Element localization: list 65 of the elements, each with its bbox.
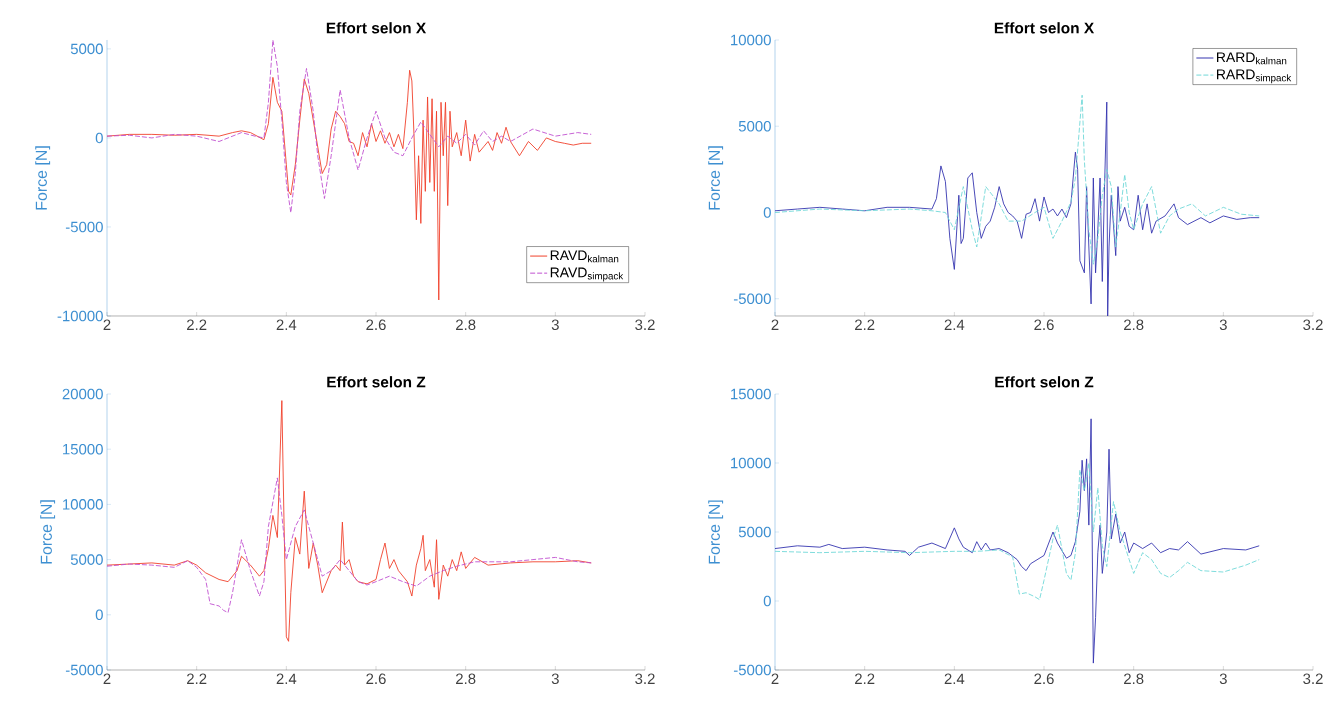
line-series	[775, 101, 1260, 316]
y-axis-title: Force [N]	[40, 500, 56, 564]
x-tick-label: 2.6	[1034, 673, 1054, 685]
legend-label: RARD$_{simpack}$	[1217, 69, 1292, 84]
x-tick-label: 3.2	[1303, 673, 1323, 685]
x-tick-label: 2.4	[944, 673, 965, 684]
x-tick-label: 3	[1219, 319, 1227, 331]
x-tick-label: 2.8	[1124, 319, 1144, 331]
y-tick-label: 5000	[70, 554, 103, 565]
x-tick-label: 3.2	[635, 673, 655, 685]
x-tick-label: 2.4	[276, 673, 297, 684]
y-tick-label: -5000	[733, 664, 771, 676]
y-tick-label: 0	[95, 609, 103, 621]
x-tick-label: 2.8	[1124, 673, 1144, 685]
legend-label: RARD$_{kalman}$	[1217, 52, 1287, 65]
y-axis-title: Force [N]	[708, 146, 724, 210]
y-tick-label: 15000	[63, 443, 103, 455]
y-tick-label: -5000	[65, 221, 103, 233]
y-tick-label: 15000	[731, 388, 771, 400]
y-tick-label: 20000	[62, 388, 103, 400]
line-series	[775, 462, 1260, 601]
y-tick-label: 5000	[70, 43, 103, 55]
y-tick-label: 0	[95, 132, 103, 144]
y-tick-label: 10000	[63, 499, 103, 510]
chart-title: Effort selon X	[326, 22, 427, 34]
x-tick-label: 2.2	[855, 673, 875, 684]
y-tick-label: 0	[763, 595, 771, 607]
x-tick-label: 3	[551, 319, 559, 331]
chart-title: Effort selon X	[994, 22, 1095, 34]
x-tick-label: 3	[1219, 673, 1227, 685]
x-tick-label: 3	[551, 673, 559, 685]
x-tick-label: 3.2	[1303, 319, 1323, 331]
y-tick-label: 5000	[738, 526, 771, 538]
y-tick-label: 10000	[731, 457, 771, 469]
y-axis-title: Force [N]	[708, 500, 724, 564]
line-series	[107, 39, 592, 214]
x-tick-label: 2	[771, 673, 779, 684]
y-tick-label: 0	[763, 207, 771, 218]
x-tick-label: 3.2	[635, 319, 655, 331]
x-tick-label: 2.2	[187, 319, 207, 330]
chart-title: Effort selon Z	[327, 376, 426, 388]
legend-label: RAVD$_{simpack}$	[550, 267, 624, 282]
x-tick-label: 2.6	[1034, 319, 1054, 331]
y-tick-label: 5000	[738, 120, 771, 132]
y-tick-label: -10000	[57, 310, 103, 322]
y-tick-label: -5000	[65, 664, 103, 676]
y-axis-title: Force [N]	[35, 146, 51, 210]
line-series	[107, 477, 592, 614]
x-tick-label: 2	[103, 673, 111, 684]
x-tick-label: 2.4	[944, 319, 965, 330]
x-tick-label: 2.6	[366, 673, 386, 685]
x-tick-label: 2.2	[855, 319, 875, 330]
x-tick-label: 2.6	[366, 319, 386, 331]
line-series	[775, 418, 1260, 664]
x-tick-label: 2	[771, 319, 779, 330]
chart-title: Effort selon Z	[995, 376, 1094, 388]
x-tick-label: 2.2	[187, 673, 207, 684]
legend-label: RAVD$_{kalman}$	[550, 250, 619, 263]
x-tick-label: 2.4	[276, 319, 297, 330]
x-tick-label: 2.8	[456, 673, 476, 685]
x-tick-label: 2.8	[456, 319, 476, 331]
line-series	[775, 94, 1260, 265]
y-tick-label: -5000	[733, 293, 771, 305]
x-tick-label: 2	[103, 319, 111, 330]
y-tick-label: 10000	[731, 34, 771, 46]
